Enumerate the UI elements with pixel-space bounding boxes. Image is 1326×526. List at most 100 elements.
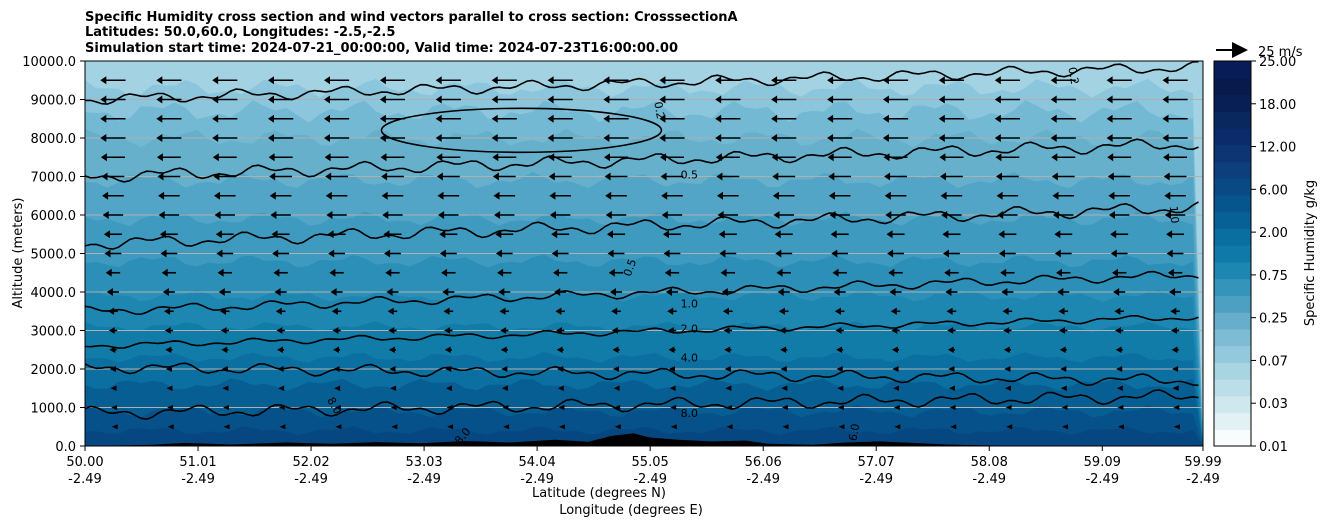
- wind-vector-head: [663, 249, 670, 258]
- wind-vector: [938, 134, 965, 142]
- wind-vector-head: [223, 424, 230, 430]
- wind-vector-head: [781, 385, 788, 392]
- wind-vector: [893, 385, 900, 392]
- wind-vector-head: [108, 327, 115, 334]
- wind-vector-head: [834, 307, 841, 315]
- wind-vector: [715, 153, 740, 162]
- wind-vector-head: [222, 385, 229, 392]
- wind-vector-head: [828, 191, 835, 200]
- wind-vector: [781, 385, 788, 392]
- wind-vector: [212, 76, 238, 85]
- wind-vector: [827, 153, 852, 162]
- wind-vector: [603, 134, 629, 142]
- wind-vector-head: [715, 134, 722, 142]
- wind-vector-head: [1166, 249, 1173, 258]
- wind-vector: [385, 268, 400, 277]
- wind-vector: [437, 191, 460, 200]
- wind-vector: [324, 95, 350, 104]
- wind-vector-head: [491, 76, 498, 85]
- wind-vector: [659, 134, 685, 142]
- wind-vector: [331, 307, 342, 315]
- wind-vector: [503, 424, 510, 430]
- wind-vector: [782, 424, 789, 430]
- wind-vector-head: [156, 153, 163, 162]
- wind-vector: [718, 230, 737, 239]
- wind-vector: [604, 172, 628, 181]
- wind-vector: [212, 153, 237, 162]
- wind-vector: [278, 385, 285, 392]
- wind-vector: [659, 114, 685, 123]
- wind-vector-head: [436, 172, 443, 181]
- wind-vector: [212, 95, 238, 104]
- wind-vector-head: [890, 307, 897, 315]
- wind-vector-head: [715, 114, 722, 123]
- wind-vector: [445, 366, 452, 372]
- contour-label-0: 0.5: [681, 168, 699, 181]
- wind-vector: [660, 153, 684, 162]
- chart-title-line-1: Specific Humidity cross section and wind…: [85, 10, 738, 25]
- wind-vector: [777, 288, 790, 296]
- wind-vector: [500, 327, 509, 334]
- wind-vector-head: [1162, 134, 1169, 142]
- wind-vector-head: [882, 134, 889, 142]
- wind-vector-head: [110, 385, 117, 392]
- wind-vector-head: [661, 191, 668, 200]
- wind-vector-head: [947, 327, 954, 334]
- wind-vector-head: [613, 366, 619, 372]
- wind-vector: [940, 172, 963, 181]
- wind-vector: [445, 385, 452, 392]
- wind-vector: [778, 307, 789, 315]
- wind-vector: [158, 191, 180, 200]
- wind-vector: [612, 346, 620, 353]
- wind-vector: [212, 114, 238, 123]
- wind-vector: [100, 95, 126, 104]
- wind-vector: [274, 288, 287, 296]
- contour-label-4: 4.0: [681, 351, 699, 364]
- wind-vector: [333, 366, 340, 372]
- contour-label-9: 0.2: [1065, 66, 1081, 85]
- wind-vector: [667, 307, 677, 315]
- wind-vector: [159, 230, 178, 239]
- wind-vector-head: [333, 366, 340, 372]
- wind-vector: [1116, 385, 1123, 392]
- wind-vector-head: [390, 404, 397, 411]
- wind-vector: [771, 153, 796, 162]
- contour-line-2: [85, 315, 1199, 349]
- colorbar-label: Specific Humidity g/kg: [1303, 180, 1318, 326]
- wind-vector-head: [1050, 95, 1057, 104]
- wind-vector-head: [492, 153, 499, 162]
- wind-vector-head: [380, 153, 387, 162]
- wind-vector-head: [667, 307, 674, 315]
- wind-vector: [548, 172, 572, 181]
- wind-vector: [212, 134, 238, 142]
- wind-vector-head: [715, 153, 722, 162]
- wind-vector-head: [220, 307, 226, 315]
- chart-title-line-3: Simulation start time: 2024-07-21_00:00:…: [85, 41, 678, 56]
- wind-vector: [831, 249, 849, 258]
- wind-vector: [494, 211, 515, 219]
- wind-vector-head: [603, 76, 610, 85]
- wind-vector: [557, 385, 564, 392]
- wind-vector-head: [268, 114, 274, 123]
- wind-vector-head: [167, 424, 174, 430]
- wind-vector-head: [158, 211, 165, 219]
- wind-vector-head: [668, 346, 675, 353]
- wind-vector: [443, 307, 454, 315]
- x-tick-label-lat-3: 53.03: [405, 455, 442, 470]
- wind-vector-head: [387, 307, 394, 315]
- wind-vector: [828, 172, 852, 181]
- wind-vector: [771, 134, 797, 142]
- wind-vector-head: [1051, 153, 1058, 162]
- wind-vector: [441, 268, 456, 277]
- wind-vector-head: [103, 230, 110, 239]
- wind-vector: [499, 307, 510, 315]
- wind-vector-head: [111, 424, 118, 430]
- wind-vector: [774, 230, 793, 239]
- wind-vector-head: [435, 114, 442, 123]
- wind-vector-head: [101, 172, 108, 181]
- wind-vector: [493, 191, 516, 200]
- wind-vector-head: [603, 114, 610, 123]
- wind-vector-head: [1051, 172, 1058, 181]
- wind-vector-head: [221, 346, 228, 353]
- wind-vector-head: [774, 230, 781, 239]
